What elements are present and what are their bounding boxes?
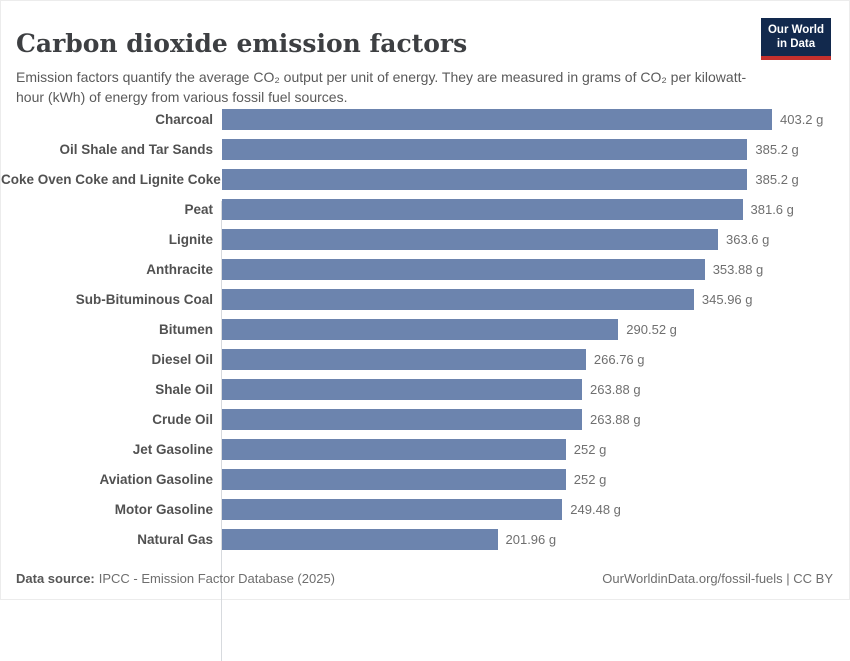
category-label: Bitumen xyxy=(159,321,213,337)
bar[interactable] xyxy=(222,228,718,250)
bar-row: Sub-Bituminous Coal 345.96 g xyxy=(1,284,850,314)
bar[interactable] xyxy=(222,528,498,550)
bar-row: Peat 381.6 g xyxy=(1,194,850,224)
bar-area: 381.6 g xyxy=(222,198,794,220)
bar-area: 249.48 g xyxy=(222,498,621,520)
category-label: Peat xyxy=(184,201,213,217)
data-source-label: Data source: xyxy=(16,571,95,586)
bar[interactable] xyxy=(222,198,743,220)
category-label: Sub-Bituminous Coal xyxy=(75,291,213,307)
category-label: Coke Oven Coke and Lignite Coke xyxy=(1,171,221,187)
value-label: 385.2 g xyxy=(755,171,799,187)
category-label: Crude Oil xyxy=(152,411,213,427)
footer-attribution-link[interactable]: OurWorldinData.org/fossil-fuels | CC BY xyxy=(602,571,833,586)
bar-row: Aviation Gasoline 252 g xyxy=(1,464,850,494)
bar[interactable] xyxy=(222,348,586,370)
bar[interactable] xyxy=(222,468,566,490)
bar-area: 290.52 g xyxy=(222,318,677,340)
category-label: Anthracite xyxy=(146,261,213,277)
bar-row: Shale Oil 263.88 g xyxy=(1,374,850,404)
bar-row: Bitumen 290.52 g xyxy=(1,314,850,344)
owid-logo[interactable]: Our World in Data xyxy=(760,18,831,60)
category-label: Diesel Oil xyxy=(151,351,213,367)
value-label: 403.2 g xyxy=(780,111,824,127)
bar[interactable] xyxy=(222,378,582,400)
bar-area: 345.96 g xyxy=(222,288,753,310)
bar-area: 385.2 g xyxy=(222,168,799,190)
data-source: Data source: IPCC - Emission Factor Datab… xyxy=(16,571,335,586)
bar-row: Crude Oil 263.88 g xyxy=(1,404,850,434)
bar-row: Charcoal 403.2 g xyxy=(1,104,850,134)
bar-row: Diesel Oil 266.76 g xyxy=(1,344,850,374)
bar[interactable] xyxy=(222,408,582,430)
value-label: 266.76 g xyxy=(593,351,645,367)
value-label: 381.6 g xyxy=(750,201,794,217)
category-label: Aviation Gasoline xyxy=(99,471,213,487)
value-label: 345.96 g xyxy=(701,291,753,307)
value-label: 252 g xyxy=(573,441,607,457)
bar-area: 403.2 g xyxy=(222,108,824,130)
bar-row: Anthracite 353.88 g xyxy=(1,254,850,284)
category-label: Charcoal xyxy=(155,111,213,127)
bar[interactable] xyxy=(222,288,694,310)
bar[interactable] xyxy=(222,138,748,160)
value-label: 252 g xyxy=(573,471,607,487)
bar-area: 385.2 g xyxy=(222,138,799,160)
bar-area: 263.88 g xyxy=(222,408,641,430)
bar-area: 263.88 g xyxy=(222,378,641,400)
bar-area: 353.88 g xyxy=(222,258,764,280)
value-label: 385.2 g xyxy=(755,141,799,157)
y-axis-line xyxy=(221,201,222,661)
value-label: 290.52 g xyxy=(626,321,677,337)
category-label: Lignite xyxy=(168,231,213,247)
bar-row: Oil Shale and Tar Sands 385.2 g xyxy=(1,134,850,164)
bar-row: Natural Gas 201.96 g xyxy=(1,524,850,554)
bar[interactable] xyxy=(222,318,619,340)
bar-area: 266.76 g xyxy=(222,348,645,370)
bar-row: Motor Gasoline 249.48 g xyxy=(1,494,850,524)
chart-rows: Charcoal 403.2 g Oil Shale and Tar Sands… xyxy=(1,104,850,554)
bar[interactable] xyxy=(222,438,566,460)
category-label: Shale Oil xyxy=(155,381,213,397)
bar[interactable] xyxy=(222,108,772,130)
bar-row: Jet Gasoline 252 g xyxy=(1,434,850,464)
value-label: 201.96 g xyxy=(505,531,557,547)
value-label: 249.48 g xyxy=(570,501,621,517)
chart-subtitle: Emission factors quantify the average CO… xyxy=(16,69,747,105)
value-label: 263.88 g xyxy=(590,381,641,397)
bar-row: Coke Oven Coke and Lignite Coke 385.2 g xyxy=(1,164,850,194)
owid-logo-line2: in Data xyxy=(776,38,816,51)
page-title: Carbon dioxide emission factors xyxy=(16,28,468,58)
category-label: Jet Gasoline xyxy=(132,441,213,457)
data-source-text: IPCC - Emission Factor Database (2025) xyxy=(98,571,336,586)
value-label: 263.88 g xyxy=(590,411,641,427)
bar[interactable] xyxy=(222,168,748,190)
value-label: 363.6 g xyxy=(726,231,770,247)
category-label: Motor Gasoline xyxy=(114,501,213,517)
category-label: Natural Gas xyxy=(137,531,213,547)
chart-footer: Data source: IPCC - Emission Factor Datab… xyxy=(16,571,833,586)
bar-area: 363.6 g xyxy=(222,228,770,250)
owid-logo-line1: Our World xyxy=(767,24,824,36)
bar-area: 252 g xyxy=(222,438,607,460)
bar-area: 252 g xyxy=(222,468,607,490)
bar-row: Lignite 363.6 g xyxy=(1,224,850,254)
value-label: 353.88 g xyxy=(712,261,764,277)
bar[interactable] xyxy=(222,258,705,280)
category-label: Oil Shale and Tar Sands xyxy=(59,141,213,157)
bar-chart: Charcoal 403.2 g Oil Shale and Tar Sands… xyxy=(1,104,850,661)
bar-area: 201.96 g xyxy=(222,528,557,550)
bar[interactable] xyxy=(222,498,563,520)
